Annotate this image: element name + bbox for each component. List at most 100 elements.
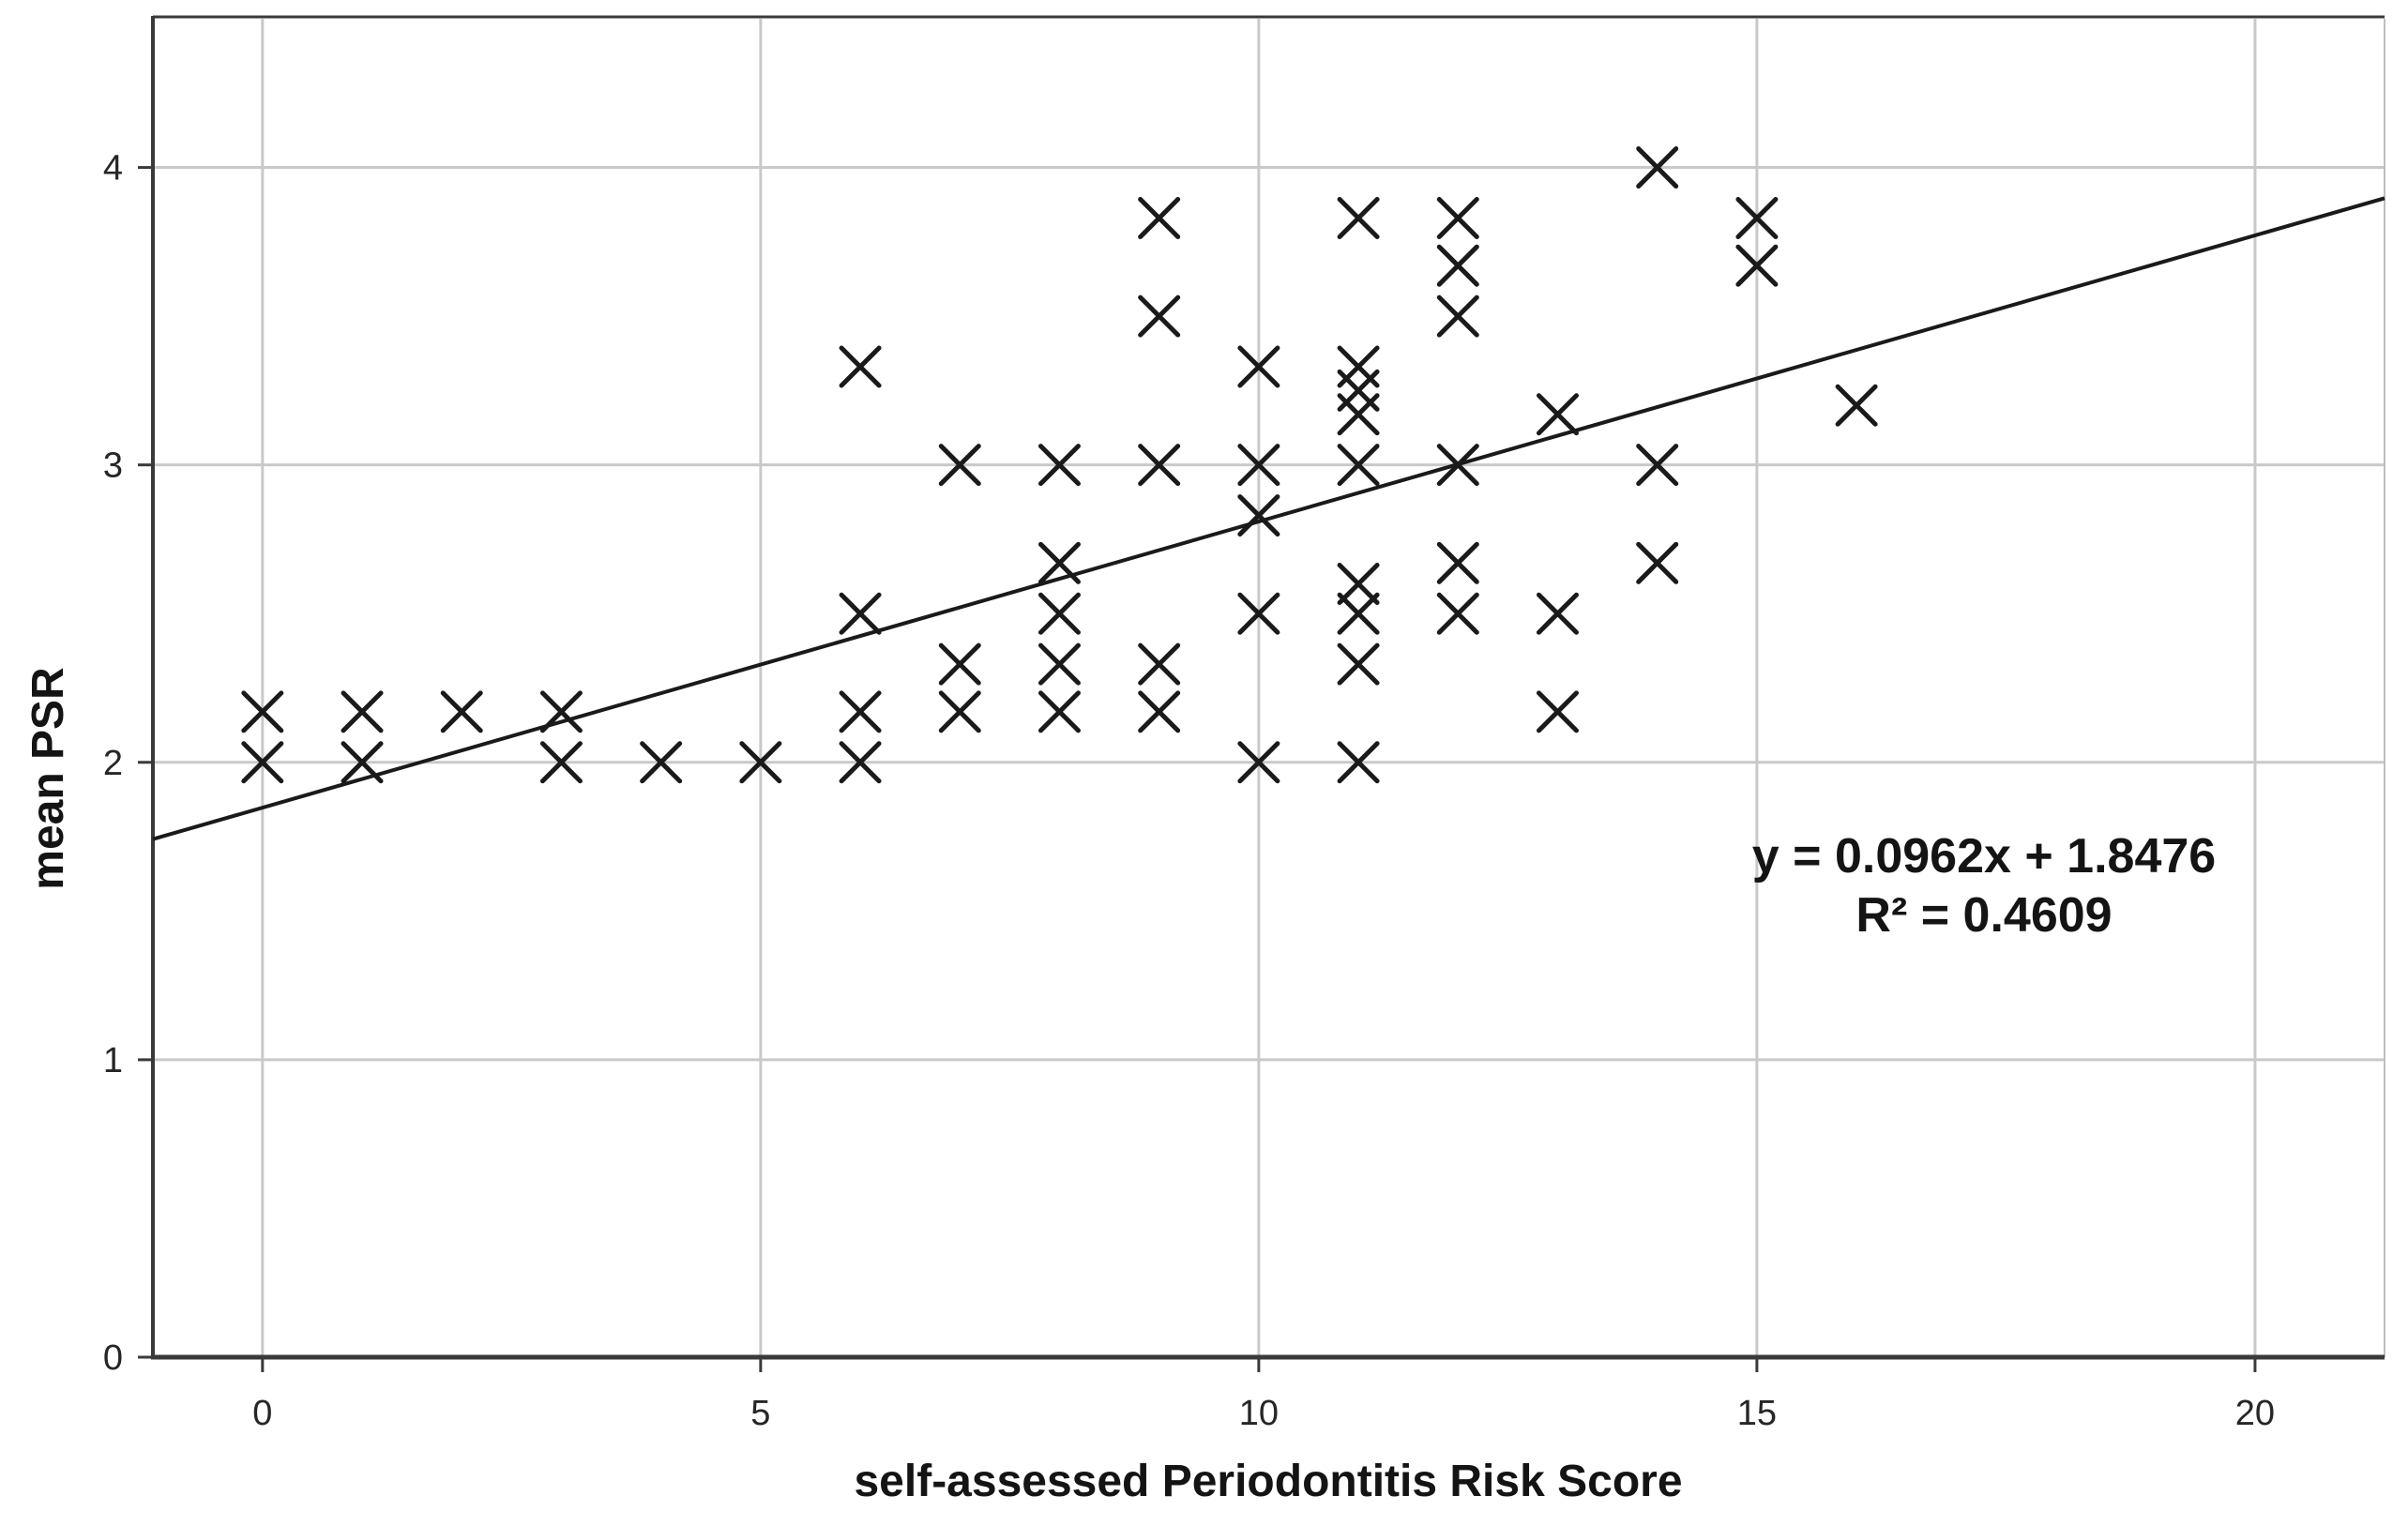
scatter-marker: [341, 690, 384, 733]
marker-stroke: [938, 444, 981, 487]
scatter-marker: [938, 690, 981, 733]
scatter-marker: [640, 741, 683, 784]
marker-stroke: [1138, 690, 1181, 733]
marker-stroke: [1436, 244, 1479, 287]
scatter-markers: [241, 146, 1878, 784]
scatter-marker: [839, 690, 882, 733]
trend-line: [152, 196, 2385, 841]
y-axis-title: mean PSR: [23, 667, 73, 890]
scatter-marker: [1636, 541, 1679, 584]
scatter-marker: [1037, 642, 1081, 686]
scatter-marker: [1436, 244, 1479, 287]
x-tick-label: 5: [750, 1394, 770, 1433]
marker-stroke: [1337, 642, 1380, 686]
marker-stroke: [938, 690, 981, 733]
marker-stroke: [1237, 494, 1280, 537]
scatter-marker: [1436, 541, 1479, 584]
marker-stroke: [1037, 592, 1081, 635]
marker-stroke: [1337, 196, 1380, 239]
marker-stroke: [640, 741, 683, 784]
marker-stroke: [1436, 295, 1479, 338]
marker-stroke: [1337, 444, 1380, 487]
marker-stroke: [241, 690, 284, 733]
marker-stroke: [1037, 444, 1081, 487]
marker-stroke: [839, 690, 882, 733]
y-tick-label: 0: [103, 1338, 123, 1378]
x-tick-label: 20: [2235, 1394, 2275, 1433]
scatter-marker: [1037, 444, 1081, 487]
scatter-marker: [1237, 741, 1280, 784]
scatter-marker: [1337, 393, 1380, 436]
marker-stroke: [539, 741, 583, 784]
x-tick-label: 10: [1239, 1394, 1279, 1433]
scatter-marker: [839, 741, 882, 784]
scatter-marker: [1636, 444, 1679, 487]
marker-stroke: [1237, 444, 1280, 487]
scatter-marker: [1337, 642, 1380, 686]
marker-stroke: [341, 741, 384, 784]
scatter-marker: [839, 592, 882, 635]
scatter-marker: [1337, 563, 1380, 606]
marker-stroke: [1536, 393, 1579, 436]
scatter-marker: [1237, 592, 1280, 635]
x-tick-label: 15: [1737, 1394, 1777, 1433]
marker-stroke: [1237, 345, 1280, 388]
plot-frame: [151, 15, 2385, 1360]
scatter-marker: [938, 642, 981, 686]
marker-stroke: [1436, 444, 1479, 487]
scatter-marker: [1037, 592, 1081, 635]
scatter-marker: [241, 741, 284, 784]
marker-stroke: [1735, 244, 1779, 287]
marker-stroke: [1835, 384, 1878, 427]
marker-stroke: [1536, 690, 1579, 733]
marker-stroke: [1037, 541, 1081, 584]
y-tick-label: 2: [103, 744, 123, 783]
scatter-marker: [1237, 494, 1280, 537]
regression-equation-text: y = 0.0962x + 1.8476: [1751, 829, 2217, 884]
scatter-marker: [1337, 444, 1380, 487]
scatter-marker: [1138, 642, 1181, 686]
scatter-marker: [1436, 295, 1479, 338]
scatter-marker: [1138, 444, 1181, 487]
marker-stroke: [1636, 444, 1679, 487]
y-tick-label: 4: [103, 149, 123, 189]
scatter-marker: [1237, 345, 1280, 388]
x-axis-title: self-assessed Periodontitis Risk Score: [854, 1457, 1683, 1506]
marker-stroke: [1436, 196, 1479, 239]
scatter-marker: [1138, 690, 1181, 733]
scatter-marker: [1536, 690, 1579, 733]
marker-stroke: [1138, 196, 1181, 239]
marker-stroke: [1337, 592, 1380, 635]
marker-stroke: [440, 690, 483, 733]
scatter-marker: [1138, 196, 1181, 239]
marker-stroke: [1436, 541, 1479, 584]
scatter-marker: [1536, 393, 1579, 436]
marker-stroke: [1636, 146, 1679, 189]
marker-stroke: [539, 690, 583, 733]
marker-stroke: [1436, 592, 1479, 635]
marker-stroke: [1337, 741, 1380, 784]
marker-stroke: [1138, 642, 1181, 686]
scatter-marker: [539, 690, 583, 733]
scatter-marker: [1436, 196, 1479, 239]
marker-stroke: [739, 741, 782, 784]
r-squared-text: R² = 0.4609: [1855, 888, 2113, 944]
scatter-marker: [1337, 196, 1380, 239]
scatter-marker: [938, 444, 981, 487]
marker-stroke: [241, 741, 284, 784]
scatter-marker: [1436, 592, 1479, 635]
scatter-marker: [341, 741, 384, 784]
scatter-marker: [1835, 384, 1878, 427]
scatter-marker: [1037, 690, 1081, 733]
y-tick-label: 1: [103, 1041, 123, 1080]
x-tick-label: 0: [252, 1394, 272, 1433]
marker-stroke: [1237, 592, 1280, 635]
scatter-marker: [1735, 196, 1779, 239]
marker-stroke: [839, 345, 882, 388]
y-tick-label: 3: [103, 446, 123, 486]
marker-stroke: [1237, 741, 1280, 784]
marker-stroke: [1138, 444, 1181, 487]
scatter-marker: [1436, 444, 1479, 487]
scatter-marker: [1337, 741, 1380, 784]
